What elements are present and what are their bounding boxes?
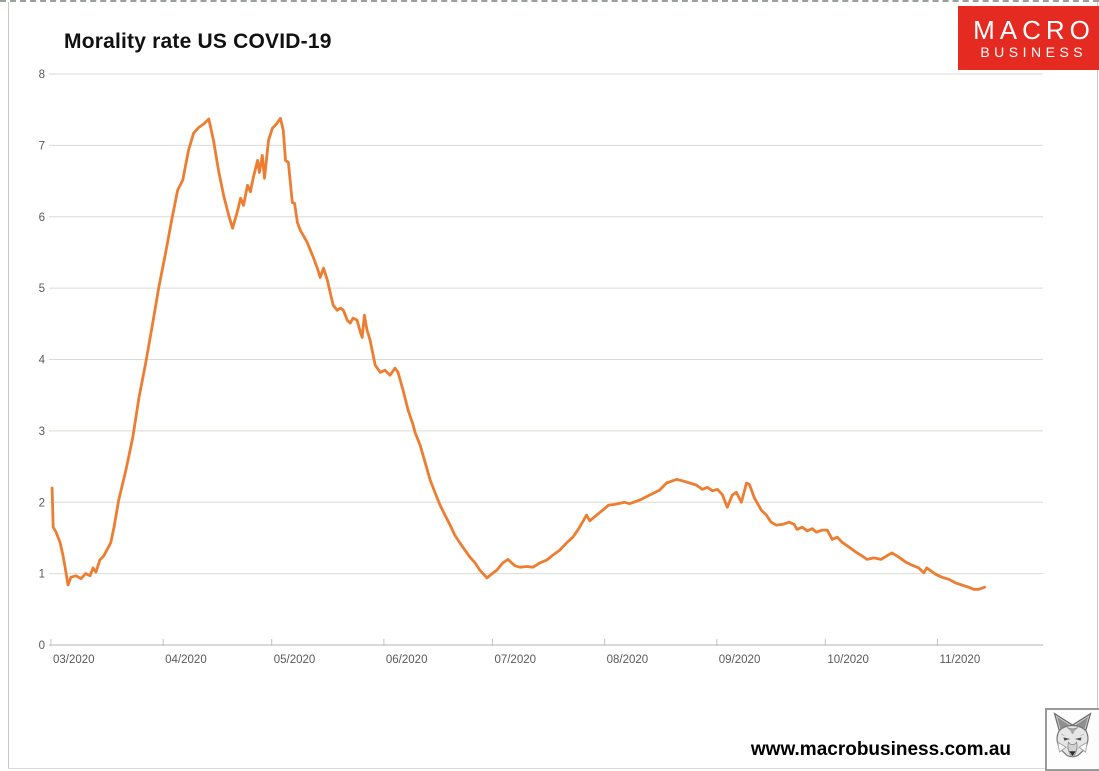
chart-title: Morality rate US COVID-19 [64,30,332,53]
x-axis-tick-label: 11/2020 [940,654,981,666]
y-axis-tick-label: 3 [39,426,45,438]
y-axis-tick-label: 5 [39,283,45,295]
macrobusiness-logo-line1: MACRO [973,14,1095,45]
y-axis-tick-label: 2 [39,497,45,509]
mortality-rate-line [50,116,986,591]
x-axis-tick-label: 08/2020 [607,654,649,666]
y-axis-tick-label: 1 [39,569,45,581]
macrobusiness-logo-line2: BUSINESS [980,43,1088,60]
chart-frame: 0 1 2 3 4 5 6 7 8 03/2020 04/2020 05/2020 06/2020 07/… [8,2,1099,771]
y-axis-tick-label: 6 [39,212,45,224]
website-url: www.macrobusiness.com.au [750,739,1011,760]
fox-icon [1053,712,1092,758]
y-axis-tick-label: 8 [39,69,45,81]
x-axis-tick-label: 09/2020 [719,654,761,666]
y-axis-tick-label: 7 [39,140,45,152]
macrobusiness-logo: MACRO BUSINESS [958,6,1099,70]
selection-dashed-border [0,0,1099,2]
x-axis-tick-label: 06/2020 [386,654,428,666]
y-axis-tick-label: 0 [39,640,45,652]
y-axis-tick-label: 4 [39,355,46,367]
x-axis-tick-label: 10/2020 [827,654,869,666]
fox-sketch-logo [1045,708,1099,771]
mortality-line-chart: 0 1 2 3 4 5 6 7 8 03/2020 04/2020 05/2020 06/2020 07/… [39,69,1043,666]
x-axis-tick-label: 04/2020 [165,654,207,666]
x-axis-tick-label: 07/2020 [494,654,536,666]
x-axis-tick-label: 05/2020 [274,654,316,666]
x-axis-tick-label: 03/2020 [53,654,95,666]
